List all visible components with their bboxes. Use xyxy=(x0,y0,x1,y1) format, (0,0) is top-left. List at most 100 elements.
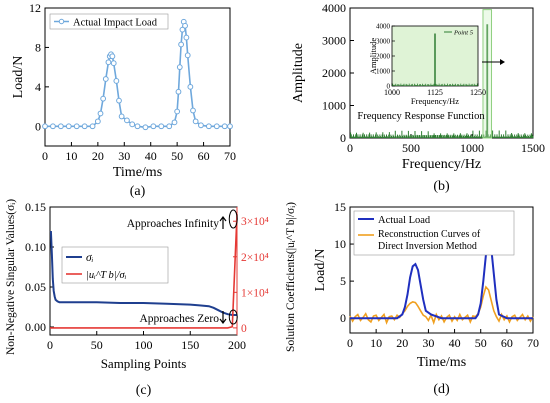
x-axis-label: Time/ms xyxy=(417,355,466,370)
data-point xyxy=(183,34,190,41)
x-tick-label: 0 xyxy=(47,338,53,352)
spectrum-noise xyxy=(350,130,534,138)
data-point xyxy=(134,123,141,130)
inset-x-tick-label: 1250 xyxy=(470,88,486,97)
inset-noise xyxy=(392,83,478,86)
inset-x-tick-label: 1000 xyxy=(384,88,400,97)
ellipse-top xyxy=(228,209,238,229)
data-point xyxy=(178,41,185,48)
x-tick-label: 1000 xyxy=(460,141,484,155)
panel-label: (b) xyxy=(433,179,450,194)
panel-a-axes xyxy=(44,7,231,147)
x-tick-label: 60 xyxy=(198,149,210,163)
x-tick-label: 150 xyxy=(181,338,199,352)
x-tick-label: 10 xyxy=(370,336,382,350)
data-point xyxy=(113,78,120,84)
arrow-up-icon xyxy=(219,216,227,229)
annotation-zero: Approaches Zero xyxy=(139,313,219,325)
inset-arrow-head xyxy=(500,59,505,65)
right-y-tick-label: 1×10⁴ xyxy=(241,287,269,299)
x-tick-label: 30 xyxy=(422,336,434,350)
legend-label-line: Reconstruction Curves of xyxy=(378,229,481,240)
legend-label-line: Direct Inversion Method xyxy=(378,241,477,252)
data-point xyxy=(50,123,56,130)
x-tick-label: 30 xyxy=(118,149,130,163)
inset-y-tick-label: 1000 xyxy=(376,68,391,76)
y-tick-label: 3000 xyxy=(322,34,346,48)
ellipse-bottom xyxy=(228,309,238,325)
data-point xyxy=(65,123,72,130)
data-point xyxy=(190,107,196,114)
data-point xyxy=(129,121,136,128)
y-axis-label: Load/N xyxy=(11,56,26,99)
x-axis-label: Frequency/Hz xyxy=(402,157,481,172)
y-tick-label: 0 xyxy=(340,131,346,145)
annotation-infinity: Approaches Infinity xyxy=(127,218,220,230)
x-tick-label: 500 xyxy=(402,141,420,155)
x-tick-label: 0 xyxy=(347,141,353,155)
x-tick-label: 20 xyxy=(396,336,408,350)
data-point xyxy=(110,60,117,67)
right-y-tick-label: 2×10⁴ xyxy=(241,252,269,264)
series-line-actual-load xyxy=(350,236,533,320)
panel-label: (a) xyxy=(130,184,146,199)
data-point xyxy=(192,118,199,125)
y-axis-label: Non-Negative Singular Values(σᵢ) xyxy=(5,199,17,355)
data-point xyxy=(184,52,191,59)
panel-d-axes xyxy=(349,206,534,334)
data-point xyxy=(100,95,107,102)
data-point xyxy=(102,76,109,82)
arrow-down-icon xyxy=(219,311,227,324)
legend-marker xyxy=(58,18,65,25)
y-axis-label: Load/N xyxy=(313,249,328,292)
x-tick-label: 0 xyxy=(42,149,48,163)
inset-x-tick-label: 1125 xyxy=(427,88,443,97)
right-y-tick-label: 0 xyxy=(241,323,247,335)
x-tick-label: 50 xyxy=(475,336,487,350)
x-tick-label: 50 xyxy=(91,338,103,352)
y-tick-label: 5 xyxy=(340,274,346,288)
right-axis-label: Solution Coefficients(|uᵢ^T b|/σᵢ) xyxy=(285,202,297,352)
data-point xyxy=(109,53,116,60)
y-tick-label: 10 xyxy=(334,237,346,251)
x-tick-label: 10 xyxy=(65,149,77,163)
data-point xyxy=(73,123,80,130)
data-point xyxy=(158,123,165,130)
data-point xyxy=(142,124,149,131)
panel-label: (c) xyxy=(136,383,152,398)
y-tick-label: 15 xyxy=(334,200,346,214)
legend-box xyxy=(61,246,169,284)
x-tick-label: 100 xyxy=(135,338,153,352)
inset-y-tick-label: 2000 xyxy=(376,53,391,61)
y-tick-label: 0.00 xyxy=(25,320,46,334)
inset-y-tick-label: 3000 xyxy=(376,38,391,46)
x-tick-label: 0 xyxy=(347,336,353,350)
data-point xyxy=(89,123,96,130)
data-point xyxy=(205,123,212,130)
data-point xyxy=(57,123,64,130)
y-tick-label: 8 xyxy=(35,40,41,54)
y-tick-label: 0.15 xyxy=(25,200,46,214)
data-point xyxy=(150,123,157,130)
x-tick-label: 70 xyxy=(224,149,236,163)
x-tick-label: 1500 xyxy=(521,141,545,155)
y-tick-label: 1000 xyxy=(322,99,346,113)
right-y-tick-label: 3×10⁴ xyxy=(241,216,269,228)
data-point xyxy=(97,110,104,117)
data-point xyxy=(227,123,233,130)
x-tick-label: 20 xyxy=(92,149,104,163)
series-line-solution-coefficients xyxy=(50,214,238,329)
data-point xyxy=(118,113,125,120)
data-point xyxy=(116,97,122,104)
series-line-sigma xyxy=(49,230,237,316)
x-tick-label: 60 xyxy=(501,336,513,350)
data-point xyxy=(166,123,173,130)
legend-label: |uᵢ^T b|/σᵢ xyxy=(86,270,127,281)
y-tick-label: 2000 xyxy=(322,66,346,80)
x-axis-label: Time/ms xyxy=(113,165,162,180)
series-line-actual-impact-load xyxy=(45,21,230,129)
x-tick-label: 70 xyxy=(527,336,539,350)
inset-x-label: Frequency/Hz xyxy=(411,96,459,106)
data-point xyxy=(105,59,112,66)
